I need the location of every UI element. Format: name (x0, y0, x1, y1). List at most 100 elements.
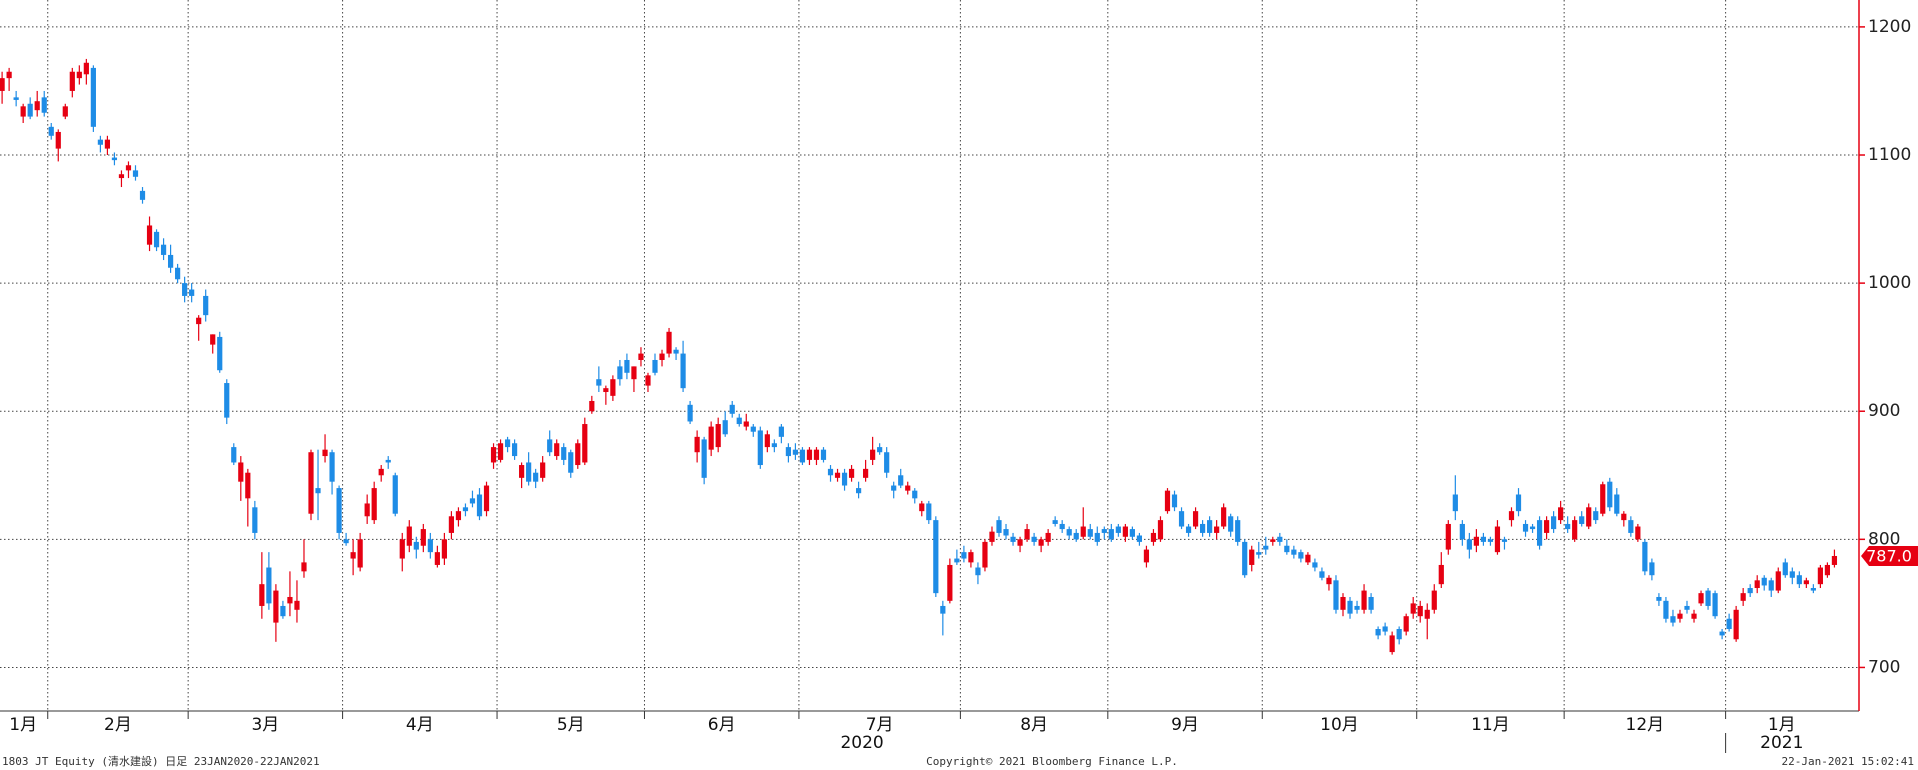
candle-body (399, 539, 405, 559)
candle-body (1094, 532, 1100, 542)
candle-body (961, 552, 967, 559)
candle-body (231, 447, 237, 463)
candle-body (624, 359, 630, 373)
candle-body (1768, 580, 1774, 591)
candle-body (617, 366, 623, 380)
candle-body (1298, 552, 1304, 559)
candle-body (1143, 549, 1150, 563)
candle-body (736, 417, 742, 425)
candle-body (1284, 545, 1290, 553)
candle-body (1712, 593, 1718, 617)
candle-body (1551, 516, 1557, 530)
candle-body (1621, 513, 1627, 521)
candle-body (1319, 571, 1325, 578)
candle-body (722, 420, 728, 435)
candle-body (771, 443, 777, 448)
candle-body (540, 462, 546, 478)
candle-body (6, 71, 12, 79)
candle-body (364, 503, 370, 517)
candle-body (989, 531, 995, 542)
candle-body (1185, 526, 1192, 533)
candle-body (118, 174, 125, 179)
candle-body (1817, 567, 1823, 585)
candle-body (778, 426, 784, 437)
candle-body (1410, 603, 1416, 614)
candle-body (1157, 520, 1164, 540)
candle-body (1431, 590, 1437, 610)
candle-body (1291, 549, 1297, 555)
candle-body (940, 605, 946, 614)
candle-body (462, 507, 469, 512)
candle-body (1494, 526, 1501, 553)
candle-body (504, 439, 511, 448)
candle-body (743, 421, 749, 427)
candle-body (1221, 507, 1227, 527)
last-value-label: 787.0 (1866, 546, 1912, 565)
x-tick-label: 5月 (557, 715, 585, 735)
candle-body (1263, 545, 1269, 550)
x-tick-label: 10月 (1320, 715, 1359, 735)
y-tick-label: 800 (1868, 529, 1900, 549)
candle-body (1214, 526, 1220, 533)
candle-body (434, 552, 440, 565)
candle-body (877, 447, 883, 453)
candle-body (48, 126, 54, 136)
candle-body (1796, 575, 1802, 585)
candle-body (273, 590, 279, 623)
candle-body (799, 449, 806, 463)
candle-body (855, 488, 862, 494)
candle-body (1670, 616, 1676, 623)
candle-body (1824, 564, 1831, 576)
candle-body (1740, 593, 1746, 601)
candle-body (954, 558, 960, 563)
candle-body (1607, 481, 1613, 508)
candle-body (104, 139, 111, 149)
candle-body (996, 520, 1002, 533)
candle-body (1312, 562, 1318, 568)
candle-body (1733, 609, 1739, 640)
candle-body (1719, 631, 1725, 636)
candle-body (603, 388, 609, 393)
candle-body (1256, 552, 1262, 555)
candle-body (1508, 511, 1515, 521)
candle-body (1649, 562, 1655, 576)
candle-body (1677, 613, 1683, 619)
candle-body (427, 539, 433, 553)
candle-body (406, 526, 412, 546)
y-tick-label: 700 (1868, 657, 1900, 677)
candle-body (111, 157, 118, 161)
candle-body (827, 468, 834, 476)
candle-body (947, 564, 953, 601)
candle-body (413, 541, 419, 550)
candle-body (659, 353, 665, 360)
candle-body (1600, 484, 1606, 514)
candle-body (497, 443, 504, 460)
candle-body (1277, 536, 1283, 542)
candle-body (813, 449, 820, 460)
candle-body (1178, 511, 1185, 527)
candle-body (1171, 494, 1178, 508)
candle-body (1803, 580, 1809, 585)
candle-body (919, 503, 925, 512)
candle-body (926, 503, 932, 521)
candle-body (1529, 526, 1536, 530)
y-tick-label: 1100 (1868, 145, 1911, 165)
candle-body (1452, 494, 1458, 512)
candle-body (69, 71, 75, 91)
candle-body (476, 494, 483, 517)
candle-body (1628, 520, 1634, 533)
candle-body (1003, 529, 1009, 536)
candle-body (933, 520, 939, 594)
candle-body (1164, 490, 1171, 512)
candle-body (1228, 516, 1234, 532)
candle-body (1438, 564, 1444, 585)
candle-body (203, 295, 209, 316)
candle-body (34, 101, 40, 111)
x-tick-label: 7月 (866, 715, 894, 735)
candle-body (392, 475, 398, 514)
candle-body (1747, 588, 1753, 594)
candle-body (483, 485, 490, 512)
candle-body (1515, 494, 1522, 512)
candle-body (20, 106, 26, 117)
candle-body (863, 468, 869, 478)
